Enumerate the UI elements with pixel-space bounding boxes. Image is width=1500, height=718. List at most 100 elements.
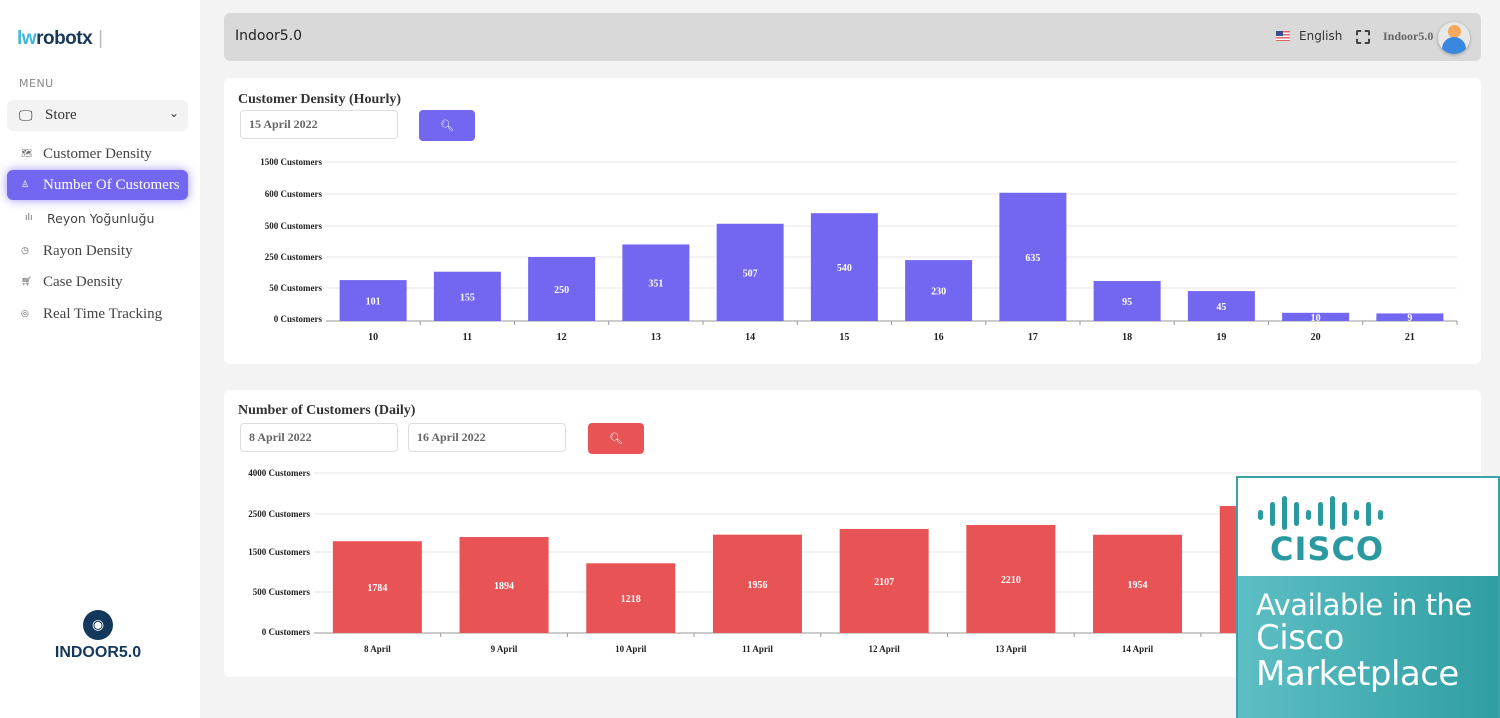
bar xyxy=(1187,291,1255,321)
sidebar-item-rayon-density[interactable]: ◷ Rayon Density xyxy=(7,236,188,266)
sidebar-item-number-of-customers[interactable]: ♙ Number Of Customers xyxy=(7,170,188,200)
chevron-down-icon: ⌄ xyxy=(168,106,179,120)
x-tick-label: 10 xyxy=(368,332,378,343)
cisco-wordmark: CISCO xyxy=(1270,530,1385,568)
fullscreen-icon[interactable] xyxy=(1356,30,1370,44)
y-tick-label: 0 Customers xyxy=(274,314,323,324)
location-icon: ◎ xyxy=(21,309,29,319)
y-tick-label: 500 Customers xyxy=(253,587,311,597)
clock-icon: ◷ xyxy=(21,246,29,256)
sidebar-item-label: Reyon Yoğunluğu xyxy=(47,210,155,226)
data-label: 95 xyxy=(1122,297,1132,308)
sidebar-item-label: Customer Density xyxy=(43,145,152,162)
y-tick-label: 1500 Customers xyxy=(260,157,322,167)
bar xyxy=(1376,313,1444,321)
bar xyxy=(528,257,596,321)
cart-icon: 🛒︎ xyxy=(21,277,33,287)
data-label: 10 xyxy=(1311,313,1321,324)
daily-search-button[interactable]: 🔍︎ xyxy=(588,423,644,454)
sidebar-item-case-density[interactable]: 🛒︎ Case Density xyxy=(7,267,188,297)
x-tick-label: 15 xyxy=(839,332,849,343)
data-label: 1956 xyxy=(747,580,767,591)
logo: lwrobotx | xyxy=(17,28,103,49)
search-icon: 🔍︎ xyxy=(440,119,454,132)
data-label: 1894 xyxy=(494,581,514,592)
cisco-logo-icon xyxy=(1258,496,1383,530)
x-tick-label: 12 April xyxy=(869,644,901,654)
x-tick-label: 14 April xyxy=(1122,644,1154,654)
bar xyxy=(839,528,929,633)
x-tick-label: 9 April xyxy=(491,644,518,654)
data-label: 155 xyxy=(460,292,475,303)
header-title: Indoor5.0 xyxy=(235,28,303,44)
search-icon: 🔍︎ xyxy=(609,432,623,445)
data-label: 101 xyxy=(366,297,381,308)
hourly-search-button[interactable]: 🔍︎ xyxy=(419,110,475,141)
data-label: 2210 xyxy=(1001,575,1021,586)
bar xyxy=(433,271,501,321)
wifi-icon: ◉ xyxy=(83,610,113,640)
y-tick-label: 4000 Customers xyxy=(248,468,310,478)
x-tick-label: 16 xyxy=(934,332,944,343)
overlay-line1: Available in the xyxy=(1256,588,1472,622)
x-tick-label: 11 April xyxy=(742,644,773,654)
store-dropdown[interactable]: 🖵 Store ⌄ xyxy=(7,100,188,131)
sidebar-item-label: Rayon Density xyxy=(43,242,133,259)
bar xyxy=(622,244,690,321)
overlay-line2: Cisco Marketplace xyxy=(1256,618,1459,694)
sidebar-item-real-time-tracking[interactable]: ◎ Real Time Tracking xyxy=(7,299,188,329)
data-label: 9 xyxy=(1407,313,1412,324)
cisco-marketplace-badge[interactable]: CISCO Available in the Cisco Marketplace xyxy=(1236,476,1500,718)
username[interactable]: Indoor5.0 xyxy=(1383,29,1434,43)
language-selector[interactable]: English xyxy=(1299,29,1343,43)
menu-label: MENU xyxy=(19,77,54,90)
bar xyxy=(339,280,407,321)
avatar[interactable] xyxy=(1438,22,1470,54)
bar xyxy=(999,192,1067,321)
data-label: 250 xyxy=(554,285,569,296)
x-tick-label: 17 xyxy=(1028,332,1038,343)
us-flag-icon[interactable] xyxy=(1276,31,1290,41)
x-tick-label: 19 xyxy=(1216,332,1226,343)
monitor-icon: 🖵 xyxy=(19,107,33,124)
sidebar-item-reyon-yo-unlu-u[interactable]: ılı Reyon Yoğunluğu xyxy=(7,203,188,233)
bar-chart-icon: ılı xyxy=(25,213,33,223)
x-tick-label: 21 xyxy=(1405,332,1415,343)
x-tick-label: 10 April xyxy=(615,644,647,654)
start-date-input[interactable]: 8 April 2022 xyxy=(240,423,398,452)
y-tick-label: 600 Customers xyxy=(265,189,323,199)
bar xyxy=(966,525,1056,633)
data-label: 1954 xyxy=(1128,580,1148,591)
store-label: Store xyxy=(45,107,77,123)
hourly-title: Customer Density (Hourly) xyxy=(238,92,402,107)
data-label: 635 xyxy=(1025,253,1040,264)
bar xyxy=(332,541,422,633)
map-icon: 🗺︎ xyxy=(21,149,33,159)
data-label: 2107 xyxy=(874,577,894,588)
x-tick-label: 18 xyxy=(1122,332,1132,343)
y-tick-label: 0 Customers xyxy=(262,627,311,637)
bar xyxy=(1093,281,1161,321)
sidebar-item-customer-density[interactable]: 🗺︎ Customer Density xyxy=(7,139,188,169)
hourly-chart: 0 Customers 50 Customers 250 Customers 500 … xyxy=(260,157,1458,343)
y-tick-label: 2500 Customers xyxy=(248,509,310,519)
end-date-input[interactable]: 16 April 2022 xyxy=(408,423,566,452)
sidebar-item-label: Case Density xyxy=(43,273,123,290)
y-tick-label: 1500 Customers xyxy=(248,547,310,557)
bar xyxy=(459,537,549,633)
y-tick-label: 500 Customers xyxy=(265,221,323,231)
data-label: 1784 xyxy=(367,583,387,594)
bar xyxy=(586,563,676,633)
user-icon: ♙ xyxy=(21,180,30,190)
top-header: Indoor5.0 English Indoor5.0 xyxy=(224,13,1481,61)
data-label: 351 xyxy=(648,279,663,290)
sidebar-item-label: Real Time Tracking xyxy=(43,305,163,322)
hourly-date-input[interactable]: 15 April 2022 xyxy=(240,110,398,139)
data-label: 540 xyxy=(837,263,852,274)
y-tick-label: 250 Customers xyxy=(265,252,323,262)
bar xyxy=(712,534,802,633)
bar xyxy=(716,223,784,321)
x-tick-label: 8 April xyxy=(364,644,391,654)
bar xyxy=(1093,534,1183,633)
x-tick-label: 14 xyxy=(745,332,755,343)
